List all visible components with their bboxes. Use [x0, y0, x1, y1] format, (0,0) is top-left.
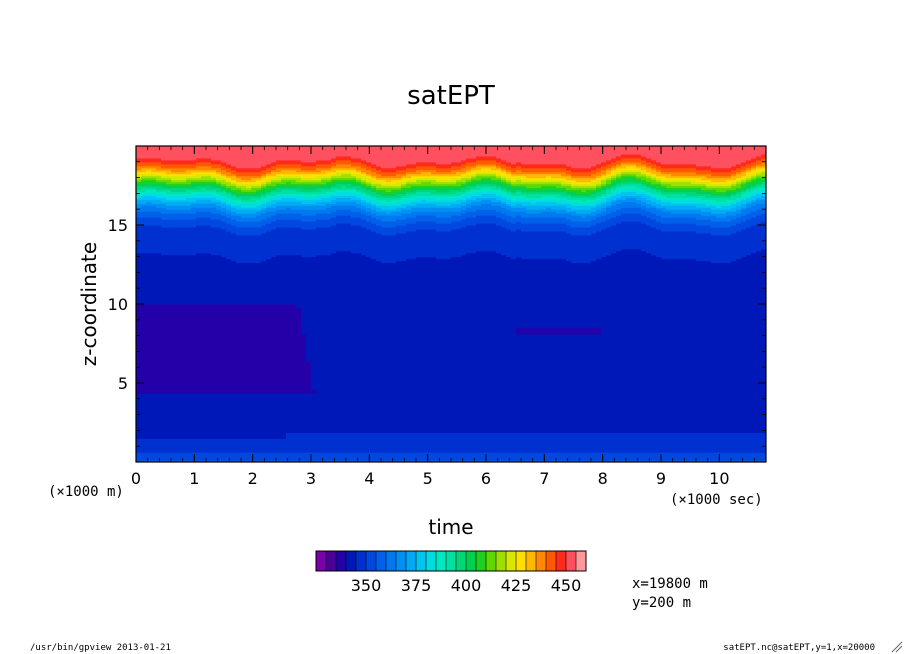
- heatmap-field: [136, 146, 767, 463]
- chart: satEPT 0 1 2 3 4 5 6 7 8 9 1051015 z-coordinate ti…: [0, 0, 904, 654]
- chart-title: satEPT: [407, 81, 495, 111]
